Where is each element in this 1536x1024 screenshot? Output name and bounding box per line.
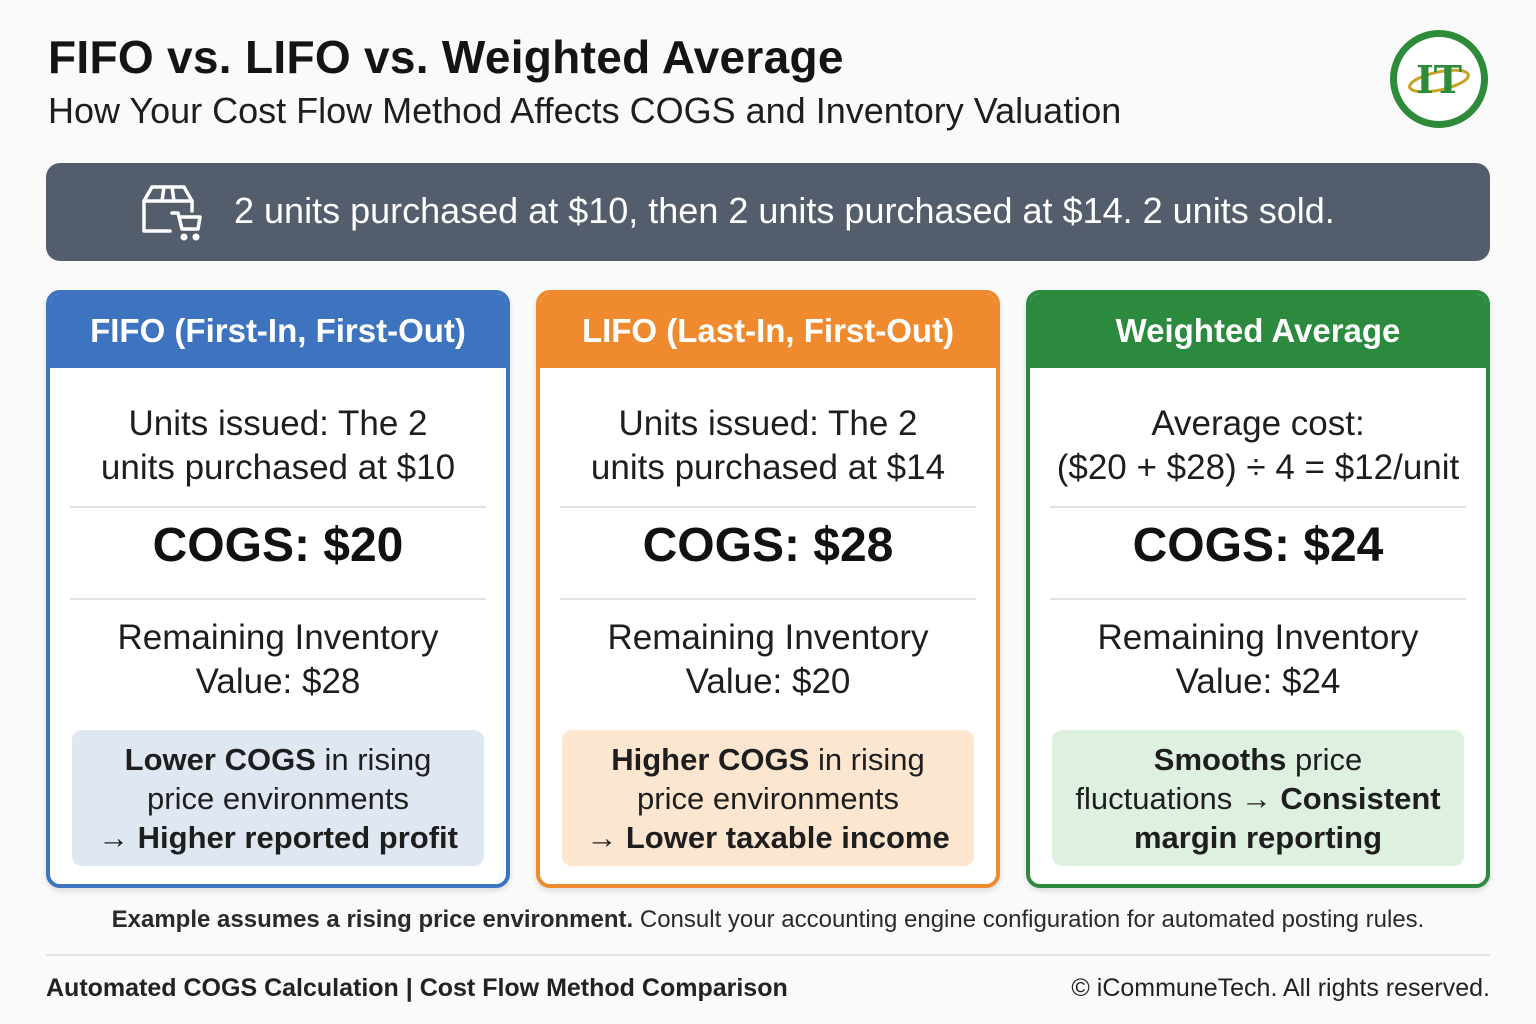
lifo-note-bold: Higher COGS [611,742,810,777]
lifo-impact-note: Higher COGS in rising price environments… [562,730,974,866]
page-subtitle: How Your Cost Flow Method Affects COGS a… [48,90,1122,131]
weighted-note-text: price [1286,742,1363,777]
fifo-note-text2: price environments [147,781,409,816]
footnote-bold: Example assumes a rising price environme… [111,906,634,933]
fifo-card: FIFO (First-In, First-Out) Units issued:… [46,290,510,888]
logo-mark-icon: IT [1408,57,1470,102]
lifo-note-text2: price environments [637,781,899,816]
scenario-banner: 2 units purchased at $10, then 2 units p… [46,163,1490,261]
fifo-remaining-label: Remaining Inventory [117,618,439,657]
weighted-note-text2: fluctuations → [1075,781,1281,816]
weighted-average-cost: Average cost: ($20 + $28) ÷ 4 = $12/unit [1050,402,1466,490]
divider [70,598,486,600]
lifo-note-result: Lower taxable income [625,820,950,855]
footnote: Example assumes a rising price environme… [0,906,1536,934]
company-logo: IT [1390,30,1488,128]
divider [1050,598,1466,600]
fifo-note-bold: Lower COGS [124,742,316,777]
fifo-cogs-value: COGS: $20 [152,519,404,572]
lifo-card-header: LIFO (Last-In, First-Out) [540,294,996,368]
lifo-remaining-label: Remaining Inventory [607,618,929,657]
fifo-card-header: FIFO (First-In, First-Out) [50,294,506,368]
footnote-text: Consult your accounting engine configura… [633,906,1425,933]
divider [1050,506,1466,508]
lifo-note-text: in rising [809,742,925,777]
lifo-cogs-value: COGS: $28 [642,519,894,572]
weighted-average-card: Weighted Average Average cost: ($20 + $2… [1026,290,1490,888]
divider [560,598,976,600]
lifo-card: LIFO (Last-In, First-Out) Units issued: … [536,290,1000,888]
fifo-remaining-value: Value: $28 [195,662,361,701]
footer-caption: Automated COGS Calculation | Cost Flow M… [46,974,788,1002]
fifo-note-text: in rising [315,742,432,777]
lifo-remaining-value: Value: $20 [685,662,851,701]
page-title: FIFO vs. LIFO vs. Weighted Average [48,31,844,83]
fifo-impact-note: Lower COGS in rising price environments … [72,730,484,866]
lifo-units-issued-line1: Units issued: The 2 [618,404,918,443]
fifo-note-result: Higher reported profit [137,820,458,855]
lifo-remaining-inventory: Remaining Inventory Value: $20 [560,616,976,704]
fifo-units-issued-line1: Units issued: The 2 [128,404,428,443]
weighted-average-cost-formula: ($20 + $28) ÷ 4 = $12/unit [1056,448,1460,487]
divider [70,506,486,508]
weighted-note-result2: margin reporting [1133,820,1382,855]
weighted-note-result: Consistent [1280,781,1441,816]
lifo-units-issued-line2: units purchased at $14 [590,448,946,487]
scenario-text: 2 units purchased at $10, then 2 units p… [234,190,1335,231]
divider [560,506,976,508]
logo-text: IT [1416,57,1462,102]
arrow-right-icon: → [98,820,138,855]
fifo-remaining-inventory: Remaining Inventory Value: $28 [70,616,486,704]
footer-copyright: © iCommuneTech. All rights reserved. [1071,974,1490,1002]
footer-divider [46,954,1490,956]
weighted-average-cost-label: Average cost: [1151,404,1365,443]
weighted-impact-note: Smooths price fluctuations → Consistent … [1052,730,1464,866]
lifo-units-issued: Units issued: The 2 units purchased at $… [560,402,976,490]
arrow-right-icon: → [586,820,626,855]
weighted-remaining-label: Remaining Inventory [1097,618,1419,657]
weighted-cogs-value: COGS: $24 [1132,519,1384,572]
box-cart-icon [142,185,202,241]
weighted-remaining-inventory: Remaining Inventory Value: $24 [1050,616,1466,704]
weighted-remaining-value: Value: $24 [1175,662,1341,701]
fifo-units-issued: Units issued: The 2 units purchased at $… [70,402,486,490]
fifo-units-issued-line2: units purchased at $10 [100,448,456,487]
weighted-card-header: Weighted Average [1030,294,1486,368]
weighted-note-bold: Smooths [1153,742,1287,777]
